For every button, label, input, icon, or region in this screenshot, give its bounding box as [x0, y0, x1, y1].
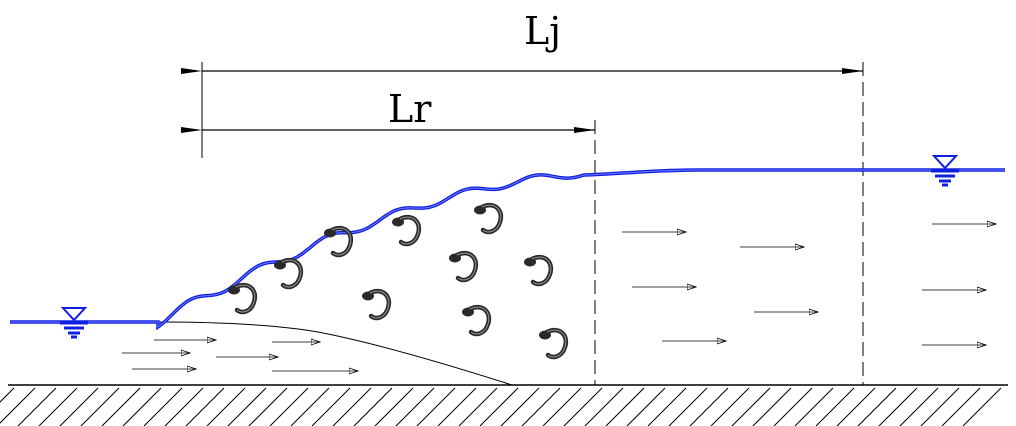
roller-length-label: Lr	[388, 87, 432, 131]
ground-hatch-icon	[0, 387, 1002, 426]
water-surface-line-inner	[10, 169, 1005, 328]
eddies	[228, 202, 569, 360]
eddy-icon	[524, 254, 554, 287]
downstream-water-level-icon	[931, 155, 959, 187]
jump-length-label: Lj	[524, 9, 561, 53]
extension-lines	[201, 62, 864, 385]
roller-length-dimension: Lr	[181, 87, 595, 133]
eddy-icon	[462, 304, 492, 337]
water-surface	[10, 168, 1005, 331]
eddy-icon	[474, 202, 504, 235]
eddy-icon	[228, 282, 258, 315]
ground	[0, 384, 1008, 426]
velocity-arrows	[122, 224, 996, 371]
eddy-icon	[539, 327, 569, 360]
eddy-icon	[392, 214, 422, 247]
flow-boundary-line	[159, 321, 513, 386]
eddy-icon	[449, 250, 479, 283]
eddy-icon	[274, 257, 304, 290]
eddy-icon	[324, 225, 354, 258]
water-surface-line	[10, 168, 1005, 331]
upstream-water-level-icon	[60, 307, 88, 339]
eddy-icon	[362, 288, 392, 321]
jump-length-dimension: Lj	[181, 9, 863, 74]
